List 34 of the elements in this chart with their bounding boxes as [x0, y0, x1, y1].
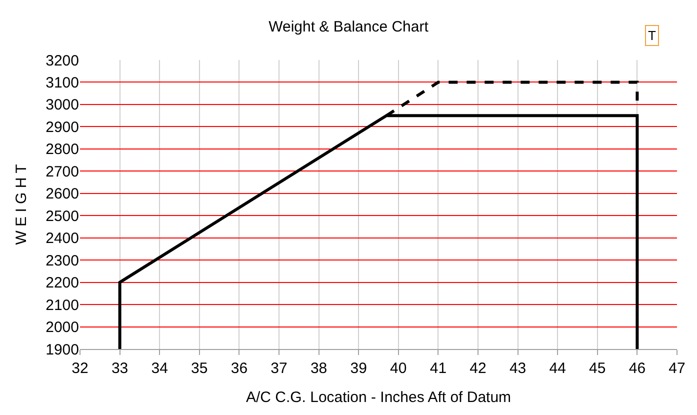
y-tick-label: 2900	[46, 118, 79, 136]
x-tick-label: 37	[270, 360, 288, 377]
y-tick-label: 1900	[46, 341, 79, 358]
y-tick-label: 2400	[46, 230, 79, 248]
y-tick-label: 2500	[46, 208, 79, 225]
x-tick-label: 42	[470, 360, 486, 377]
x-tick-label: 40	[390, 360, 407, 377]
chart-title: Weight & Balance Chart	[268, 18, 430, 36]
y-tick-label: 2600	[46, 186, 79, 203]
x-tick-label: 39	[350, 360, 367, 377]
y-tick-label: 3200	[46, 52, 79, 70]
text: T	[648, 28, 656, 43]
x-tick-label: 36	[230, 360, 248, 377]
x-tick-label: 33	[111, 360, 128, 377]
x-tick-label: 43	[509, 360, 526, 377]
x-tick-label: 38	[310, 360, 328, 377]
y-tick-label: 2000	[46, 319, 79, 336]
y-tick-label: 2800	[46, 141, 79, 158]
y-tick-label: 2700	[46, 163, 79, 180]
x-tick-label: 47	[668, 360, 686, 377]
x-tick-label: 32	[72, 360, 88, 377]
x-tick-label: 46	[628, 360, 646, 377]
x-axis-title: A/C C.G. Location - Inches Aft of Datum	[246, 389, 512, 406]
x-tick-label: 34	[151, 360, 168, 377]
y-tick-label: 3000	[46, 96, 79, 114]
y-tick-label: 2100	[46, 296, 79, 314]
x-tick-label: 35	[191, 360, 208, 377]
x-tick-label: 44	[549, 360, 566, 377]
y-tick-label: 3100	[46, 74, 79, 92]
y-tick-label: 2300	[46, 252, 79, 270]
y-tick-label: 2200	[46, 274, 79, 292]
y-axis-title: W E I G H T	[12, 164, 30, 245]
x-tick-label: 45	[589, 360, 606, 377]
x-tick-label: 41	[430, 360, 447, 377]
